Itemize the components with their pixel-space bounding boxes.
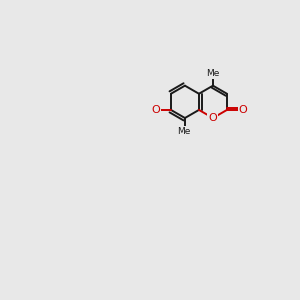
Text: Me: Me: [206, 69, 220, 78]
Text: O: O: [208, 113, 217, 123]
Text: Me: Me: [177, 127, 190, 136]
Text: O: O: [151, 105, 160, 115]
Text: O: O: [239, 105, 248, 115]
